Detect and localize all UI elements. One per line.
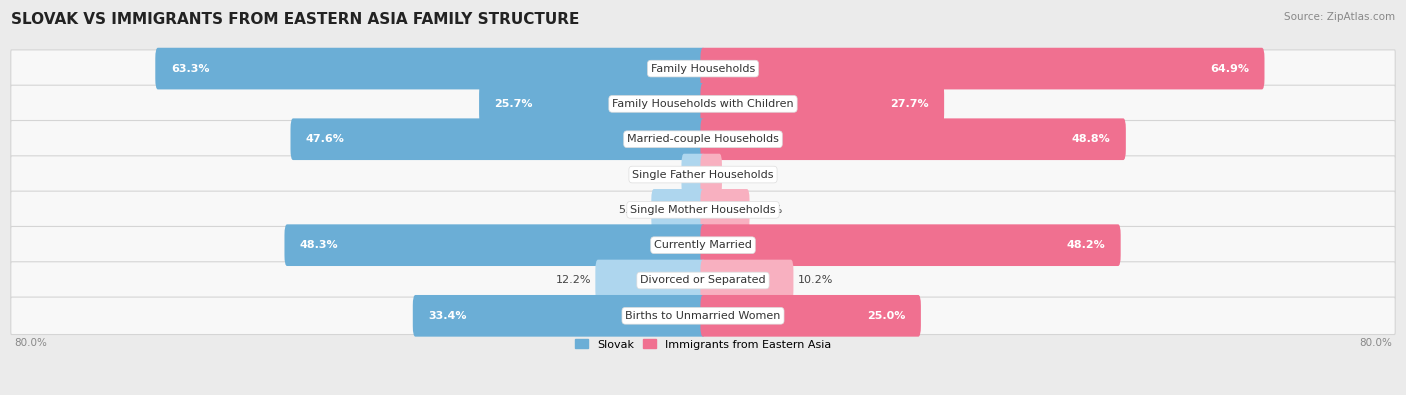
FancyBboxPatch shape xyxy=(682,154,706,196)
FancyBboxPatch shape xyxy=(291,118,706,160)
Text: 25.0%: 25.0% xyxy=(868,311,905,321)
Text: Married-couple Households: Married-couple Households xyxy=(627,134,779,144)
FancyBboxPatch shape xyxy=(700,83,945,125)
Text: Family Households with Children: Family Households with Children xyxy=(612,99,794,109)
Text: 47.6%: 47.6% xyxy=(307,134,344,144)
Text: SLOVAK VS IMMIGRANTS FROM EASTERN ASIA FAMILY STRUCTURE: SLOVAK VS IMMIGRANTS FROM EASTERN ASIA F… xyxy=(11,12,579,27)
FancyBboxPatch shape xyxy=(700,189,749,231)
Text: 64.9%: 64.9% xyxy=(1211,64,1249,73)
FancyBboxPatch shape xyxy=(700,260,793,301)
Text: 63.3%: 63.3% xyxy=(170,64,209,73)
Text: 5.1%: 5.1% xyxy=(754,205,782,215)
FancyBboxPatch shape xyxy=(11,191,1395,229)
Legend: Slovak, Immigrants from Eastern Asia: Slovak, Immigrants from Eastern Asia xyxy=(571,335,835,354)
Text: Family Households: Family Households xyxy=(651,64,755,73)
Text: 10.2%: 10.2% xyxy=(797,275,834,286)
Text: Source: ZipAtlas.com: Source: ZipAtlas.com xyxy=(1284,12,1395,22)
Text: 12.2%: 12.2% xyxy=(555,275,591,286)
Text: 2.2%: 2.2% xyxy=(648,169,678,180)
FancyBboxPatch shape xyxy=(155,48,706,89)
FancyBboxPatch shape xyxy=(700,118,1126,160)
FancyBboxPatch shape xyxy=(479,83,706,125)
FancyBboxPatch shape xyxy=(700,295,921,337)
FancyBboxPatch shape xyxy=(11,50,1395,87)
FancyBboxPatch shape xyxy=(11,85,1395,122)
Text: 1.9%: 1.9% xyxy=(727,169,755,180)
FancyBboxPatch shape xyxy=(11,156,1395,193)
Text: Single Father Households: Single Father Households xyxy=(633,169,773,180)
FancyBboxPatch shape xyxy=(700,48,1264,89)
FancyBboxPatch shape xyxy=(11,297,1395,335)
Text: Births to Unmarried Women: Births to Unmarried Women xyxy=(626,311,780,321)
Text: 48.3%: 48.3% xyxy=(299,240,339,250)
FancyBboxPatch shape xyxy=(284,224,706,266)
FancyBboxPatch shape xyxy=(651,189,706,231)
Text: 25.7%: 25.7% xyxy=(495,99,533,109)
FancyBboxPatch shape xyxy=(413,295,706,337)
FancyBboxPatch shape xyxy=(11,226,1395,264)
FancyBboxPatch shape xyxy=(11,120,1395,158)
Text: 33.4%: 33.4% xyxy=(429,311,467,321)
Text: 80.0%: 80.0% xyxy=(1360,339,1392,348)
FancyBboxPatch shape xyxy=(700,224,1121,266)
Text: 5.7%: 5.7% xyxy=(619,205,647,215)
Text: 27.7%: 27.7% xyxy=(890,99,928,109)
Text: 80.0%: 80.0% xyxy=(14,339,46,348)
FancyBboxPatch shape xyxy=(11,262,1395,299)
Text: Divorced or Separated: Divorced or Separated xyxy=(640,275,766,286)
Text: 48.8%: 48.8% xyxy=(1071,134,1111,144)
FancyBboxPatch shape xyxy=(595,260,706,301)
FancyBboxPatch shape xyxy=(700,154,721,196)
Text: Single Mother Households: Single Mother Households xyxy=(630,205,776,215)
Text: 48.2%: 48.2% xyxy=(1066,240,1105,250)
Text: Currently Married: Currently Married xyxy=(654,240,752,250)
